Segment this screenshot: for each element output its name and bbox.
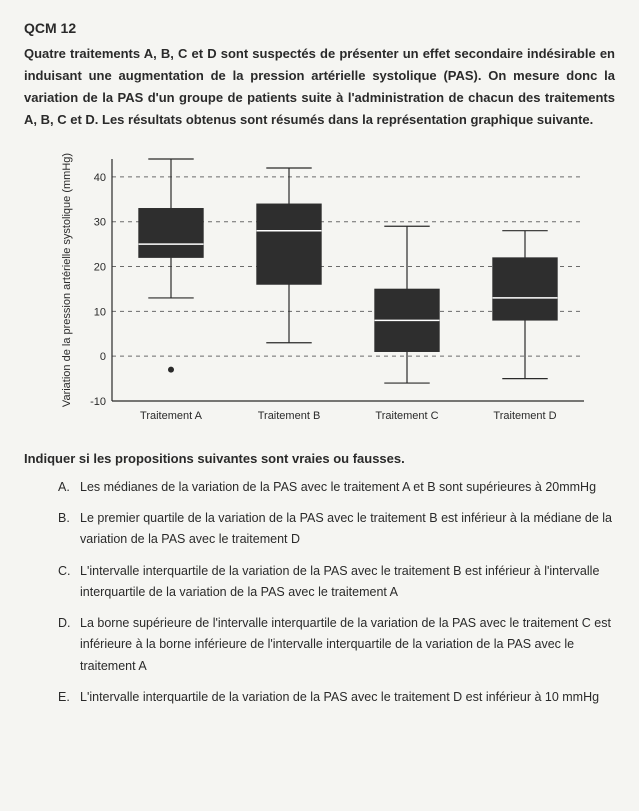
option-text: Le premier quartile de la variation de l…: [80, 508, 615, 551]
intro-paragraph: Quatre traitements A, B, C et D sont sus…: [24, 43, 615, 131]
option-text: Les médianes de la variation de la PAS a…: [80, 477, 615, 498]
option-e: E.L'intervalle interquartile de la varia…: [58, 687, 615, 708]
svg-text:30: 30: [94, 217, 106, 229]
svg-text:Traitement C: Traitement C: [375, 410, 438, 422]
option-text: L'intervalle interquartile de la variati…: [80, 561, 615, 604]
boxplot-chart: -10 0 10 20 30 40 Variation de la pression art…: [54, 151, 594, 431]
option-letter: A.: [58, 477, 80, 498]
option-d: D.La borne supérieure de l'intervalle in…: [58, 613, 615, 677]
question-prompt: Indiquer si les propositions suivantes s…: [24, 449, 615, 469]
svg-text:40: 40: [94, 172, 106, 184]
option-b: B.Le premier quartile de la variation de…: [58, 508, 615, 551]
option-letter: B.: [58, 508, 80, 551]
option-letter: C.: [58, 561, 80, 604]
svg-text:-10: -10: [90, 396, 106, 408]
svg-text:0: 0: [100, 352, 106, 364]
svg-text:Traitement A: Traitement A: [140, 410, 203, 422]
svg-text:Traitement B: Traitement B: [258, 410, 321, 422]
qcm-title: QCM 12: [24, 18, 615, 39]
option-letter: E.: [58, 687, 80, 708]
option-a: A.Les médianes de la variation de la PAS…: [58, 477, 615, 498]
option-letter: D.: [58, 613, 80, 677]
chart-svg: -10 0 10 20 30 40 Variation de la pression art…: [54, 151, 594, 431]
svg-text:Traitement D: Traitement D: [493, 410, 556, 422]
svg-text:20: 20: [94, 262, 106, 274]
svg-text:Variation de la pression artér: Variation de la pression artérielle syst…: [61, 153, 73, 407]
svg-text:10: 10: [94, 307, 106, 319]
option-text: La borne supérieure de l'intervalle inte…: [80, 613, 615, 677]
options-list: A.Les médianes de la variation de la PAS…: [24, 477, 615, 708]
option-text: L'intervalle interquartile de la variati…: [80, 687, 615, 708]
option-c: C.L'intervalle interquartile de la varia…: [58, 561, 615, 604]
